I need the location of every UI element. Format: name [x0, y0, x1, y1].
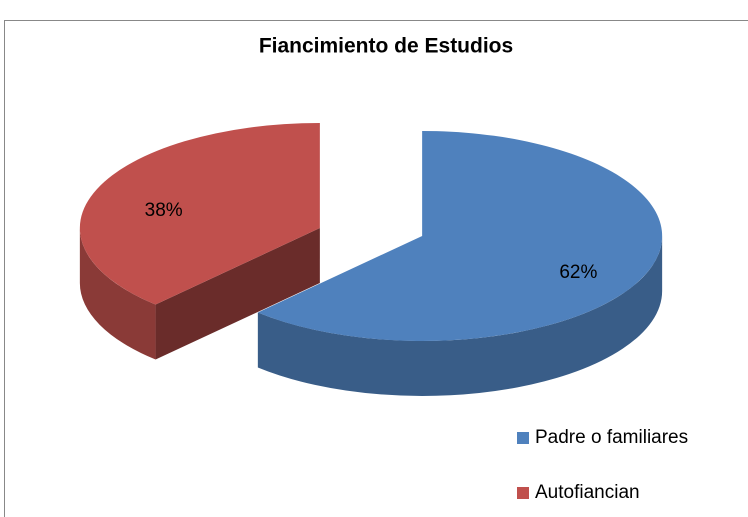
legend-swatch	[517, 487, 529, 499]
chart-title: Fiancimiento de Estudios	[259, 35, 513, 58]
slice-side	[257, 235, 663, 396]
legend-label: Padre o familiares	[535, 427, 688, 448]
data-label: 38%	[145, 200, 183, 221]
slice-top	[257, 130, 663, 341]
slice-top	[79, 123, 320, 305]
slice-cut-face	[155, 228, 320, 360]
slice	[79, 123, 320, 360]
legend-label: Autofiancian	[535, 482, 640, 503]
slice	[257, 130, 663, 396]
data-label: 62%	[559, 262, 597, 283]
slice-side	[79, 228, 156, 360]
legend-swatch	[517, 432, 529, 444]
